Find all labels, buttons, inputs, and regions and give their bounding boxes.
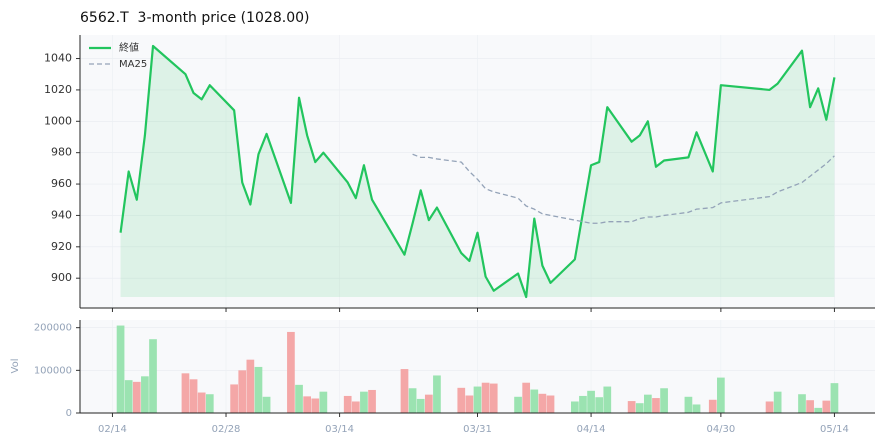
volume-bar xyxy=(400,369,409,413)
volume-bar xyxy=(416,398,425,413)
y-tick-label: 1040 xyxy=(44,52,72,65)
line xyxy=(119,44,836,299)
volume-bar xyxy=(457,387,466,413)
volume-bar xyxy=(433,375,441,413)
y-tick-label: 100000 xyxy=(34,365,72,376)
volume-bar xyxy=(287,331,295,413)
y-axis-label: Vol xyxy=(10,359,21,374)
y-tick-label: 0 xyxy=(66,408,72,419)
volume-bar xyxy=(465,395,474,413)
volume-bar xyxy=(197,392,206,413)
volume-bar xyxy=(514,396,522,413)
volume-bar xyxy=(230,384,238,413)
volume-bar xyxy=(473,386,482,413)
volume-bar xyxy=(181,373,190,413)
y-tick-label: 1000 xyxy=(44,114,72,127)
volume-bar xyxy=(489,383,498,413)
volume-bar xyxy=(303,396,311,413)
volume-bar xyxy=(189,379,198,413)
x-tick-label: 04/14 xyxy=(577,424,606,435)
volume-bar xyxy=(205,394,214,413)
volume-bar xyxy=(546,395,555,413)
volume-bar xyxy=(660,388,668,413)
x-tick-label: 02/14 xyxy=(98,424,127,435)
legend: 終値 MA25 xyxy=(89,41,147,70)
volume-bar xyxy=(684,396,693,413)
x-tick-label: 02/28 xyxy=(212,424,241,435)
volume-bar xyxy=(262,396,271,413)
volume-bar xyxy=(765,401,774,413)
volume-bar xyxy=(652,398,660,413)
volume-bar xyxy=(408,388,417,413)
volume-bar xyxy=(116,325,125,413)
volume-bar xyxy=(773,391,782,413)
volume-bar xyxy=(530,389,539,413)
volume-bar xyxy=(635,403,644,413)
x-tick-label: 03/14 xyxy=(325,424,354,435)
volume-bar xyxy=(319,391,328,413)
volume-bar xyxy=(603,386,612,413)
volume-bar xyxy=(295,384,303,413)
y-tick-label: 960 xyxy=(51,177,72,190)
y-tick-label: 200000 xyxy=(34,323,72,334)
x-tick-label: 05/14 xyxy=(820,424,849,435)
volume-bar xyxy=(708,399,717,413)
volume-bar xyxy=(254,366,263,413)
volume-bar xyxy=(806,400,814,413)
volume-bar xyxy=(595,397,604,413)
volume-bar xyxy=(717,377,725,413)
volume-bar xyxy=(246,359,255,413)
volume-bar xyxy=(587,390,595,413)
y-tick-label: 920 xyxy=(51,240,72,253)
volume-bar xyxy=(343,395,352,413)
chart-title: 6562.T 3-month price (1028.00) xyxy=(80,10,310,26)
volume-bar xyxy=(830,383,839,413)
volume-bar xyxy=(368,389,376,413)
volume-bar xyxy=(149,339,157,413)
volume-bar xyxy=(522,382,531,413)
volume-bar xyxy=(627,401,636,413)
x-tick-label: 03/31 xyxy=(463,424,492,435)
volume-bar xyxy=(360,391,368,413)
volume-bar xyxy=(351,401,360,413)
y-tick-label: 1020 xyxy=(44,83,72,96)
legend-label: MA25 xyxy=(119,59,147,70)
volume-bar xyxy=(238,370,247,413)
y-tick-label: 940 xyxy=(51,208,72,221)
y-tick-label: 900 xyxy=(51,271,72,284)
volume-bar xyxy=(124,380,133,413)
volume-bar xyxy=(538,393,547,413)
volume-bar xyxy=(579,395,587,413)
y-tick-label: 980 xyxy=(51,146,72,159)
volume-bar xyxy=(570,401,579,413)
volume-bar xyxy=(814,407,823,413)
volume-bar xyxy=(798,394,806,413)
volume-bar xyxy=(424,394,433,413)
volume-bar xyxy=(141,376,149,413)
x-tick-label: 04/30 xyxy=(706,424,735,435)
volume-bar xyxy=(481,382,490,413)
volume-bar xyxy=(822,400,831,413)
volume-bar xyxy=(644,394,652,413)
volume-bar xyxy=(692,404,701,413)
volume-bar xyxy=(311,398,320,413)
volume-bar xyxy=(132,381,141,413)
legend-label: 終値 xyxy=(119,41,139,54)
